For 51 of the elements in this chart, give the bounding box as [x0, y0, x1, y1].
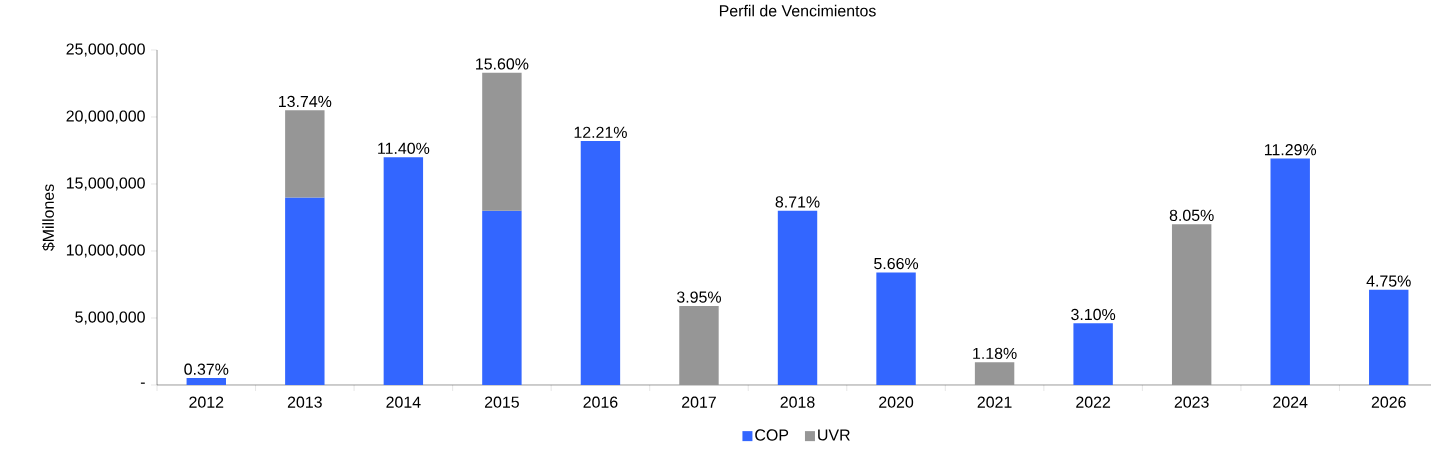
y-tick-label: 15,000,000	[66, 177, 145, 191]
bar	[580, 141, 621, 385]
legend-label: UVR	[818, 429, 850, 441]
bar	[974, 362, 1015, 385]
annotation: 8.71%	[775, 196, 820, 208]
annotation: 11.40%	[378, 142, 430, 154]
y-tick-label: 10,000,000	[66, 244, 145, 258]
bar	[679, 305, 719, 385]
legend-label: COP	[755, 429, 789, 441]
bar	[186, 378, 226, 385]
bar	[482, 210, 522, 385]
x-tick-label: 2020	[879, 396, 914, 408]
x-tick-label: 2015	[484, 396, 519, 408]
bar	[777, 210, 818, 385]
x-tick-label: 2023	[1174, 396, 1209, 408]
bar	[1171, 224, 1212, 385]
x-tick-label: 2014	[386, 396, 421, 408]
x-tick-label: 2022	[1076, 396, 1111, 408]
bar	[876, 272, 916, 385]
y-tick-label: 20,000,000	[66, 110, 145, 124]
bar	[1369, 289, 1409, 385]
y-axis-title: $Millones	[42, 184, 55, 251]
x-tick-label: 2024	[1273, 396, 1308, 408]
bar	[482, 72, 522, 211]
x-tick-label: 2012	[189, 396, 224, 408]
y-tick-label: -	[140, 382, 145, 384]
bar	[383, 157, 424, 385]
x-tick-label: 2026	[1371, 396, 1406, 408]
x-tick-label: 2016	[583, 396, 618, 408]
annotation: 0.37%	[184, 363, 229, 375]
annotation: 8.05%	[1169, 209, 1214, 221]
annotation: 4.75%	[1366, 275, 1411, 287]
y-tick-label: 5,000,000	[75, 311, 145, 325]
annotation: 3.10%	[1071, 308, 1116, 321]
annotation: 12.21%	[574, 126, 627, 138]
x-tick-label: 2017	[682, 396, 716, 408]
annotation: 1.18%	[973, 347, 1017, 360]
bar	[1073, 323, 1113, 385]
x-tick-label: 2021	[977, 396, 1012, 408]
y-tick-label: 25,000,000	[66, 43, 145, 57]
annotation: 11.29%	[1264, 144, 1317, 156]
annotation: 5.66%	[874, 257, 919, 270]
annotation: 15.60%	[476, 58, 529, 70]
bar	[285, 110, 325, 198]
bar	[285, 197, 325, 385]
annotation: 3.95%	[676, 291, 722, 303]
chart-title: Perfil de Vencimientos	[719, 4, 876, 17]
annotation: 13.74%	[279, 95, 332, 108]
x-tick-label: 2013	[287, 396, 322, 408]
x-tick-label: 2018	[780, 396, 815, 408]
bar	[1270, 158, 1310, 385]
